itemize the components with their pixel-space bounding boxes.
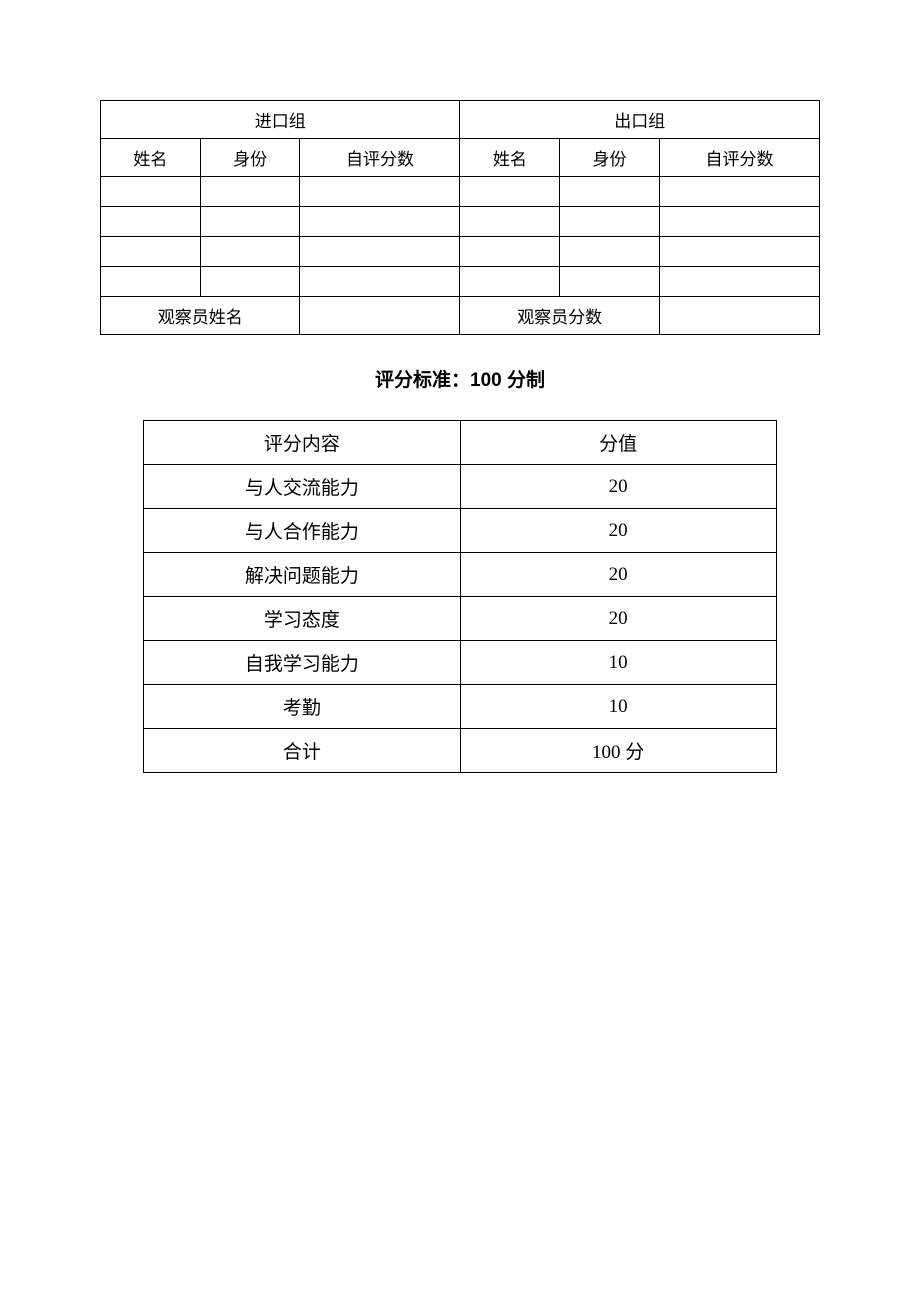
criteria-value: 10 [460, 641, 776, 685]
cell [101, 267, 201, 297]
cell [101, 207, 201, 237]
cell [659, 267, 819, 297]
scoring-criteria-table: 评分内容 分值 与人交流能力 20 与人合作能力 20 解决问题能力 20 学习… [143, 420, 777, 773]
table-row: 解决问题能力 20 [144, 553, 777, 597]
table-total-row: 合计 100 分 [144, 729, 777, 773]
col-identity-right: 身份 [560, 139, 660, 177]
cell [300, 177, 460, 207]
scoring-standard-heading: 评分标准：100 分制 [100, 365, 820, 392]
table-header-row: 评分内容 分值 [144, 421, 777, 465]
cell [560, 237, 660, 267]
observer-score-value [659, 297, 819, 335]
cell [560, 267, 660, 297]
cell [659, 177, 819, 207]
col-identity-left: 身份 [200, 139, 300, 177]
table-row [101, 237, 820, 267]
cell [200, 207, 300, 237]
cell [560, 207, 660, 237]
criteria-value: 20 [460, 597, 776, 641]
group-left-header: 进口组 [101, 101, 460, 139]
group-right-header: 出口组 [460, 101, 820, 139]
observer-row: 观察员姓名 观察员分数 [101, 297, 820, 335]
table-row [101, 207, 820, 237]
criteria-content: 解决问题能力 [144, 553, 460, 597]
criteria-content: 学习态度 [144, 597, 460, 641]
cell [200, 267, 300, 297]
table-row: 与人交流能力 20 [144, 465, 777, 509]
criteria-value: 100 分 [460, 729, 776, 773]
observer-score-label: 观察员分数 [460, 297, 659, 335]
table-row: 考勤 10 [144, 685, 777, 729]
group-score-table: 进口组 出口组 姓名 身份 自评分数 姓名 身份 自评分数 [100, 100, 820, 335]
table-group-header: 进口组 出口组 [101, 101, 820, 139]
cell [460, 237, 560, 267]
table-column-header: 姓名 身份 自评分数 姓名 身份 自评分数 [101, 139, 820, 177]
cell [200, 237, 300, 267]
cell [460, 267, 560, 297]
cell [300, 207, 460, 237]
criteria-content: 与人合作能力 [144, 509, 460, 553]
table-row: 学习态度 20 [144, 597, 777, 641]
criteria-value: 10 [460, 685, 776, 729]
col-score-left: 自评分数 [300, 139, 460, 177]
criteria-content: 与人交流能力 [144, 465, 460, 509]
criteria-content: 自我学习能力 [144, 641, 460, 685]
header-value: 分值 [460, 421, 776, 465]
cell [101, 177, 201, 207]
criteria-value: 20 [460, 509, 776, 553]
cell [560, 177, 660, 207]
cell [659, 207, 819, 237]
col-name-left: 姓名 [101, 139, 201, 177]
criteria-content: 考勤 [144, 685, 460, 729]
criteria-content: 合计 [144, 729, 460, 773]
criteria-value: 20 [460, 553, 776, 597]
table-row: 与人合作能力 20 [144, 509, 777, 553]
table-row: 自我学习能力 10 [144, 641, 777, 685]
table-row [101, 267, 820, 297]
cell [460, 177, 560, 207]
header-content: 评分内容 [144, 421, 460, 465]
cell [300, 237, 460, 267]
cell [659, 237, 819, 267]
cell [101, 237, 201, 267]
observer-name-label: 观察员姓名 [101, 297, 300, 335]
col-score-right: 自评分数 [659, 139, 819, 177]
col-name-right: 姓名 [460, 139, 560, 177]
criteria-value: 20 [460, 465, 776, 509]
cell [460, 207, 560, 237]
cell [200, 177, 300, 207]
observer-name-value [300, 297, 460, 335]
table-row [101, 177, 820, 207]
cell [300, 267, 460, 297]
